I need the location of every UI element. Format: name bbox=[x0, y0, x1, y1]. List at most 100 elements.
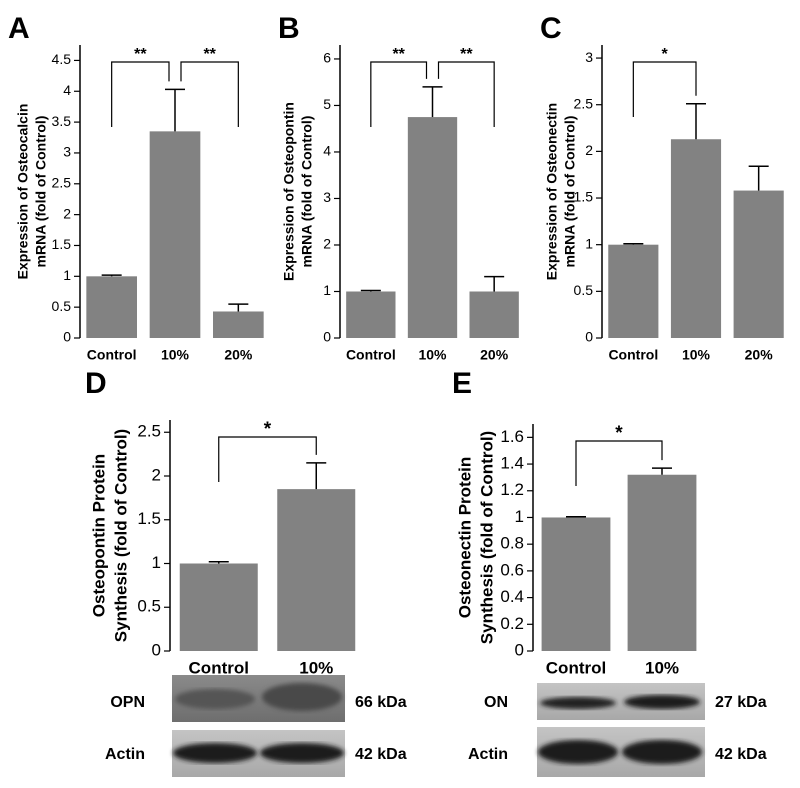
blot-d: OPN 66 kDa Actin 42 kDa bbox=[105, 675, 407, 777]
y-axis-label: Expression of Osteonectin bbox=[544, 103, 560, 280]
y-axis-label: mRNA (fold of Control) bbox=[562, 116, 578, 268]
y-tick-label: 1.5 bbox=[137, 509, 161, 528]
significance-label: ** bbox=[203, 46, 216, 63]
y-tick-label: 5 bbox=[323, 96, 331, 112]
significance-label: ** bbox=[460, 46, 473, 63]
x-tick-label: 10% bbox=[682, 347, 711, 363]
x-tick-label: Control bbox=[346, 347, 396, 363]
y-tick-label: 0 bbox=[585, 329, 593, 345]
panel-letter: C bbox=[540, 12, 562, 45]
y-tick-label: 0.4 bbox=[500, 587, 524, 606]
y-tick-label: 0 bbox=[63, 329, 71, 345]
bar bbox=[86, 276, 137, 338]
x-tick-label: Control bbox=[608, 347, 658, 363]
y-tick-label: 1 bbox=[515, 507, 524, 526]
y-axis-label: Expression of Osteopontin bbox=[281, 102, 297, 281]
y-axis-label: Synthesis (fold of Control) bbox=[477, 431, 496, 644]
significance-bracket bbox=[111, 61, 170, 127]
blot-label: Actin bbox=[468, 746, 508, 763]
x-tick-label: 10% bbox=[645, 658, 679, 677]
significance-label: * bbox=[615, 423, 623, 444]
y-axis-label: Osteonectin Protein bbox=[455, 457, 474, 619]
bar bbox=[277, 489, 356, 651]
y-tick-label: 6 bbox=[323, 50, 331, 66]
blot-size: 27 kDa bbox=[715, 694, 767, 711]
y-tick-label: 1.5 bbox=[52, 236, 72, 252]
panel-letter: A bbox=[8, 12, 30, 45]
y-tick-label: 4 bbox=[323, 143, 331, 159]
significance-bracket bbox=[218, 436, 317, 482]
y-axis-label: mRNA (fold of Control) bbox=[33, 116, 49, 268]
y-tick-label: 0.5 bbox=[52, 298, 72, 314]
blot-band bbox=[175, 689, 255, 709]
y-tick-label: 1 bbox=[152, 553, 161, 572]
y-axis-label: mRNA (fold of Control) bbox=[299, 116, 315, 268]
y-tick-label: 1.4 bbox=[500, 454, 524, 473]
panel-letter: B bbox=[278, 12, 300, 45]
y-tick-label: 0.5 bbox=[574, 282, 594, 298]
bar bbox=[733, 190, 784, 338]
blot-band bbox=[622, 740, 702, 764]
bar bbox=[469, 291, 519, 338]
y-axis-label: Expression of Osteocalcin bbox=[15, 104, 31, 280]
x-tick-label: Control bbox=[546, 658, 606, 677]
y-tick-label: 0 bbox=[515, 640, 524, 659]
x-tick-label: Control bbox=[87, 347, 137, 363]
x-tick-label: 20% bbox=[480, 347, 509, 363]
significance-bracket bbox=[437, 61, 495, 127]
blot-band bbox=[540, 697, 616, 709]
blot-label: OPN bbox=[110, 694, 145, 711]
significance-bracket bbox=[370, 61, 428, 127]
y-tick-label: 1.2 bbox=[500, 480, 524, 499]
y-tick-label: 1.6 bbox=[500, 427, 524, 446]
panel-letter: E bbox=[452, 367, 472, 400]
blot-size: 42 kDa bbox=[355, 746, 407, 763]
y-tick-label: 1 bbox=[63, 267, 71, 283]
blot-band bbox=[538, 740, 618, 764]
y-tick-label: 2 bbox=[585, 142, 593, 158]
bar bbox=[149, 131, 201, 338]
bar bbox=[346, 291, 396, 338]
bar bbox=[407, 117, 458, 338]
bar bbox=[670, 139, 722, 338]
significance-label: ** bbox=[392, 46, 405, 63]
x-tick-label: 10% bbox=[161, 347, 190, 363]
blot-e: ON 27 kDa Actin 42 kDa bbox=[468, 683, 767, 777]
y-tick-label: 0.6 bbox=[500, 560, 524, 579]
bar bbox=[627, 474, 697, 651]
bar bbox=[213, 311, 264, 338]
significance-bracket bbox=[180, 61, 239, 127]
x-tick-label: Control bbox=[189, 658, 249, 677]
y-tick-label: 0 bbox=[152, 640, 161, 659]
y-tick-label: 1 bbox=[585, 235, 593, 251]
y-tick-label: 1 bbox=[323, 282, 331, 298]
y-tick-label: 0 bbox=[323, 329, 331, 345]
y-tick-label: 0.5 bbox=[137, 597, 161, 616]
bar bbox=[608, 244, 659, 338]
bar bbox=[541, 517, 611, 651]
y-tick-label: 4.5 bbox=[52, 51, 72, 67]
y-tick-label: 3 bbox=[63, 144, 71, 160]
bar bbox=[179, 563, 258, 651]
significance-bracket bbox=[632, 61, 697, 117]
significance-label: * bbox=[662, 46, 669, 63]
x-tick-label: 10% bbox=[418, 347, 447, 363]
blot-band bbox=[173, 743, 257, 763]
y-tick-label: 2 bbox=[63, 205, 71, 221]
blot-size: 42 kDa bbox=[715, 746, 767, 763]
y-tick-label: 3.5 bbox=[52, 113, 72, 129]
y-tick-label: 2 bbox=[152, 465, 161, 484]
blot-band bbox=[260, 743, 344, 763]
y-tick-label: 2.5 bbox=[52, 174, 72, 190]
y-tick-label: 2 bbox=[323, 236, 331, 252]
blot-band bbox=[262, 683, 342, 711]
panel-letter: D bbox=[85, 367, 107, 400]
y-axis-label: Osteopontin Protein bbox=[89, 454, 108, 617]
y-tick-label: 0.2 bbox=[500, 614, 524, 633]
significance-label: * bbox=[264, 419, 272, 440]
x-tick-label: 20% bbox=[224, 347, 253, 363]
x-tick-label: 10% bbox=[299, 658, 333, 677]
blot-label: ON bbox=[484, 694, 508, 711]
significance-bracket bbox=[575, 440, 663, 486]
